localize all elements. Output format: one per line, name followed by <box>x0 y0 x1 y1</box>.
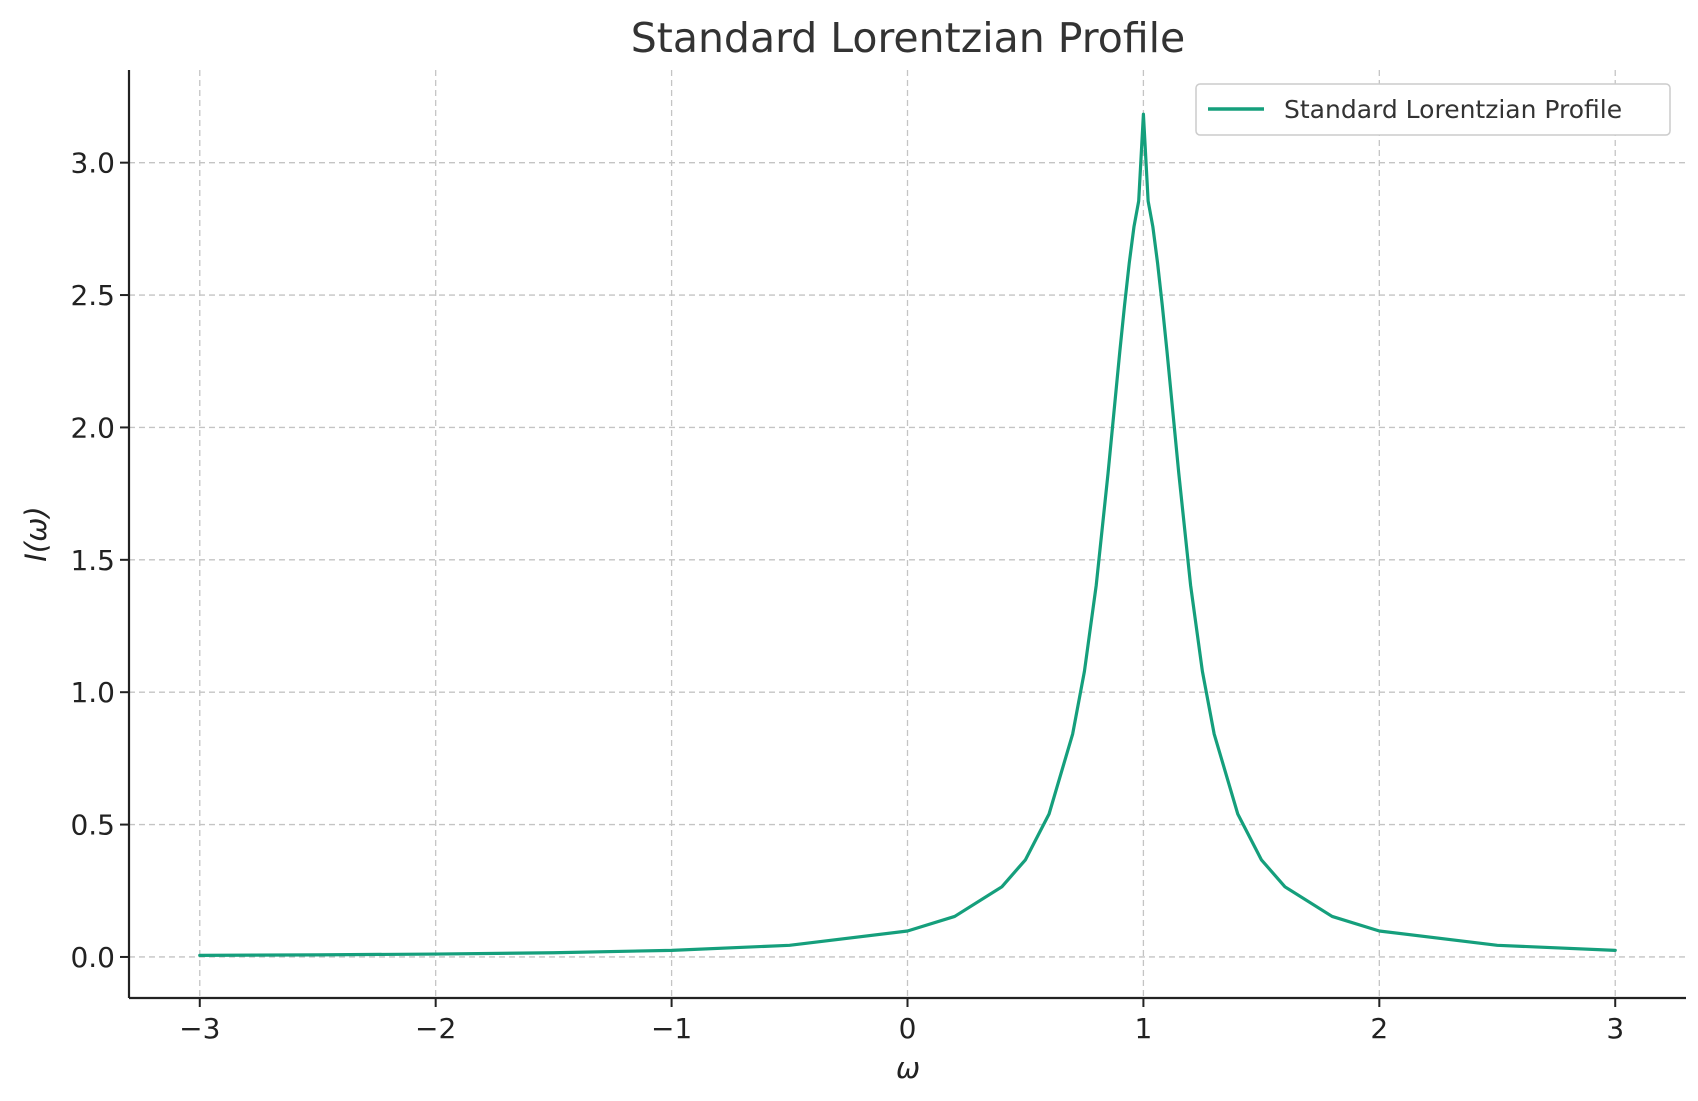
series-line <box>198 112 1617 957</box>
x-tick-label: 1 <box>1134 1012 1152 1045</box>
y-tick-label: 1.0 <box>70 676 115 709</box>
y-axis-label: I(ω) <box>19 506 53 561</box>
legend: Standard Lorentzian Profile <box>1195 83 1671 136</box>
x-tick-label: −2 <box>415 1012 456 1045</box>
legend-box <box>1195 83 1671 136</box>
chart-title: Standard Lorentzian Profile <box>631 14 1186 62</box>
x-tick-label: −1 <box>651 1012 692 1045</box>
legend-label: Standard Lorentzian Profile <box>1284 95 1622 124</box>
ticks: −3 −2 −1 0 1 2 3 0.0 0.5 1.0 1.5 2.0 2.5 3.0 <box>70 147 1624 1045</box>
x-axis-label: ω <box>896 1051 920 1085</box>
x-tick-label: 2 <box>1370 1012 1388 1045</box>
y-tick-label: 0.0 <box>70 941 115 974</box>
y-tick-label: 2.0 <box>70 411 115 444</box>
y-tick-label: 3.0 <box>70 147 115 180</box>
y-tick-label: 1.5 <box>70 544 115 577</box>
x-tick-label: −3 <box>179 1012 220 1045</box>
series-layer <box>198 112 1617 957</box>
y-tick-label: 2.5 <box>70 279 115 312</box>
x-tick-label: 3 <box>1606 1012 1624 1045</box>
grid <box>129 70 1686 998</box>
y-tick-label: 0.5 <box>70 809 115 842</box>
x-tick-label: 0 <box>899 1012 917 1045</box>
